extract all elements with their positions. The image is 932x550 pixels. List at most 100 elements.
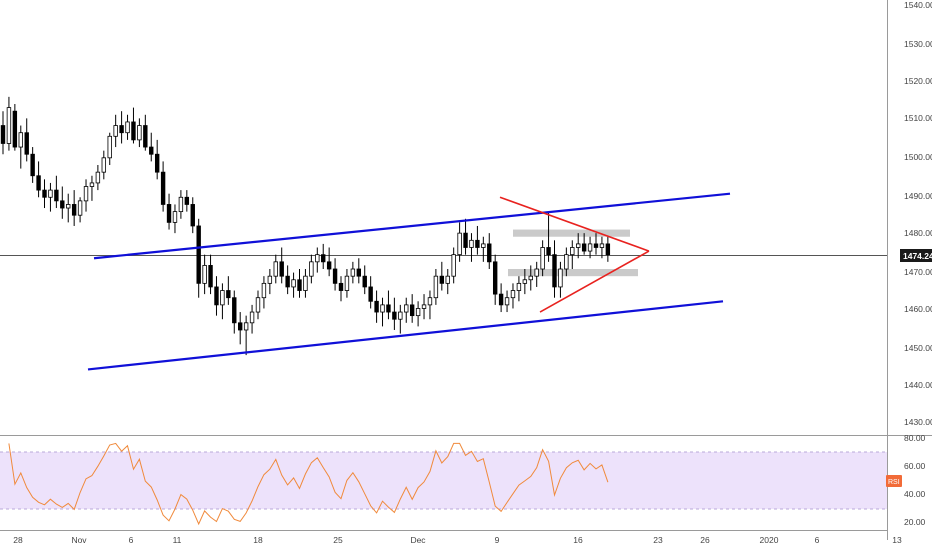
candle-body [528,275,533,281]
resistance-zone [513,229,630,237]
candle-body [492,261,498,295]
candle-body [131,121,136,141]
candle-body [54,189,59,202]
time-tick-label: 23 [653,535,663,545]
price-tick-label: 1480.00 [904,228,932,238]
candle-body [481,243,486,248]
rsi-series [8,442,609,526]
candle-body [421,304,427,309]
candle-body [261,282,267,299]
candle-body [593,243,599,248]
candle-body [463,232,468,248]
candle-body [113,125,118,137]
candle-body [558,268,563,288]
candle-body [18,132,23,148]
candle-body [60,200,65,209]
candle-body [546,247,551,256]
candle-body [77,200,83,216]
price-axis-ticks: 1540.00 1530.00 1520.00 1510.00 1500.00 … [904,0,932,427]
candle-body [184,196,190,205]
channel-lower-line [87,300,724,371]
candle-body [291,279,296,288]
candle-body [516,282,522,291]
candle-body [487,243,492,263]
time-axis-ticks: 28 Nov 6 11 18 25 Dec 9 16 23 26 2020 6 … [13,535,902,545]
time-tick-label: 16 [573,535,583,545]
candle-body [160,171,166,205]
price-tick-label: 1490.00 [904,191,932,201]
candle-body [71,204,77,216]
candle-body [404,304,409,313]
candle-body [350,268,356,277]
rsi-tick-label: 60.00 [904,461,926,471]
candle-body [95,171,101,184]
candle-body [279,261,284,277]
candle-body [83,186,89,202]
candle-body [107,135,112,159]
price-tick-label: 1530.00 [904,39,932,49]
candle-body [469,239,474,248]
candle-body [255,297,261,313]
candle-body [445,275,450,284]
candle-body [36,175,41,191]
candle-body [297,279,302,291]
candle-body [332,268,338,284]
price-tick-label: 1450.00 [904,343,932,353]
candle-body [220,290,225,306]
candle-body [475,239,480,248]
candle-body [303,275,308,291]
candle-body [30,153,35,177]
candle-body [581,243,587,252]
candle-body [101,157,107,173]
price-tick-label: 1520.00 [904,76,932,86]
candle-body [380,304,385,313]
triangle-upper-line [499,196,650,252]
candle-body [326,261,332,270]
candle-body [439,275,445,284]
candle-body [398,311,403,320]
candle-body [149,146,154,155]
time-tick-label: 13 [892,535,902,545]
candle-body [605,243,611,256]
candle-body [237,322,243,331]
last-price-label-box [900,249,932,262]
time-tick-label: 28 [13,535,23,545]
candle-body [48,189,53,198]
candle-body [42,189,47,198]
candle-body [570,247,575,256]
rsi-axis-ticks: 80.00 60.00 40.00 20.00 [904,433,926,527]
candle-body [0,125,6,144]
rsi-line [8,442,609,526]
candle-body [172,211,178,223]
candle-body [202,265,207,284]
time-tick-label: 6 [129,535,134,545]
candle-body [196,225,201,284]
candle-body [576,243,581,248]
candle-body [498,293,504,306]
candle-body [125,121,130,134]
rsi-tick-label: 80.00 [904,433,926,443]
candle-body [143,125,148,148]
candle-body [89,182,95,187]
candle-body [599,243,605,248]
candle-body [540,247,545,270]
candle-body [564,254,569,270]
candle-body [415,308,421,317]
candle-body [249,311,255,324]
candle-body [392,311,397,320]
price-tick-label: 1460.00 [904,304,932,314]
candle-body [368,286,373,302]
candle-body [12,110,18,148]
candle-body [267,275,273,284]
rsi-tick-label: 20.00 [904,517,926,527]
candle-body [344,275,350,291]
time-tick-label: 2020 [760,535,779,545]
candle-body [137,125,142,141]
time-tick-label: 11 [173,535,182,545]
candlestick-series [0,96,611,356]
time-tick-label: 25 [333,535,343,545]
price-tick-label: 1540.00 [904,0,932,10]
rsi-label: RSI [888,479,900,486]
candle-body [338,282,344,291]
